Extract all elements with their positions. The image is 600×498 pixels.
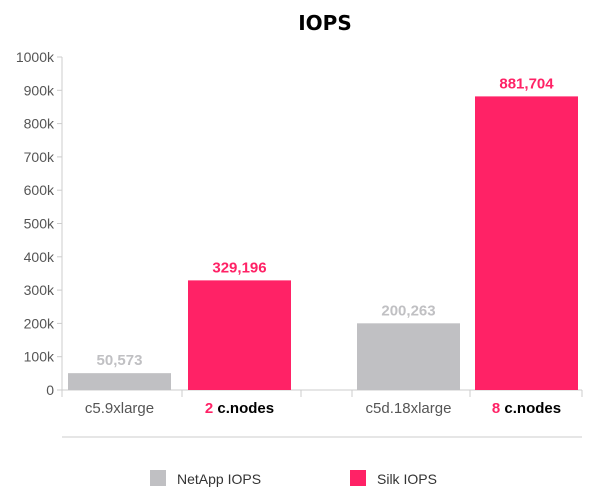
y-tick-label: 500k — [24, 216, 55, 232]
category-label: c5d.18xlarge — [366, 400, 452, 417]
y-tick-label: 400k — [24, 249, 55, 265]
legend-label: NetApp IOPS — [177, 471, 261, 487]
legend-label: Silk IOPS — [377, 471, 437, 487]
category-labels: c5.9xlarge 2 c.nodes c5d.18xlarge 8 c.nodes — [85, 400, 561, 417]
y-tick-label: 800k — [24, 116, 55, 132]
bars: 50,573 329,196 200,263 881,704 — [61, 75, 583, 397]
legend-swatch — [150, 470, 166, 486]
legend-swatch — [350, 470, 366, 486]
bar — [188, 280, 291, 390]
category-label: c5.9xlarge — [85, 400, 154, 417]
y-tick-label: 100k — [24, 349, 55, 365]
y-tick-label: 0 — [46, 382, 54, 398]
bar-value-label: 50,573 — [97, 352, 143, 369]
node-count: 2 — [205, 400, 213, 417]
bar-value-label: 329,196 — [212, 259, 266, 276]
y-tick-label: 700k — [24, 149, 55, 165]
bar-value-label: 881,704 — [499, 75, 554, 92]
node-label: c.nodes — [500, 400, 561, 417]
y-axis: 0 100k 200k 300k 400k 500k 600k 700k 800k 900k 100… — [16, 49, 582, 398]
bar — [68, 373, 171, 390]
bar — [475, 96, 578, 390]
node-count: 8 — [492, 400, 500, 417]
y-tick-label: 600k — [24, 182, 55, 198]
y-tick-label: 200k — [24, 315, 55, 331]
y-tick-label: 900k — [24, 82, 55, 98]
y-tick-label: 1000k — [16, 49, 55, 65]
node-label: c.nodes — [213, 400, 274, 417]
bar — [357, 323, 460, 390]
y-tick-label: 300k — [24, 282, 55, 298]
chart-title: IOPS — [298, 11, 352, 35]
category-label: 2 c.nodes — [205, 400, 274, 417]
category-label: 8 c.nodes — [492, 400, 561, 417]
bar-value-label: 200,263 — [381, 302, 435, 319]
legend: NetApp IOPS Silk IOPS — [150, 470, 437, 487]
